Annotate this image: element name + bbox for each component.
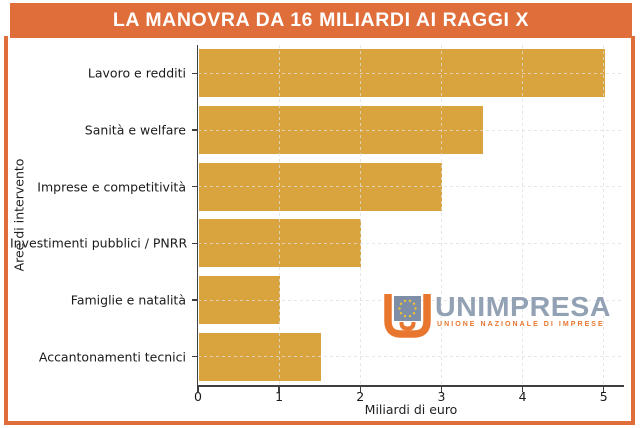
category-label: Accantonamenti tecnici <box>38 349 186 365</box>
y-axis-label: Aree di intervento <box>11 158 27 272</box>
y-axis-spine <box>196 45 198 387</box>
title-banner: LA MANOVRA DA 16 MILIARDI AI RAGGI X <box>10 3 632 38</box>
y-tick-mark <box>191 242 197 245</box>
gridline-vertical <box>522 45 524 385</box>
gridline-vertical <box>440 45 442 385</box>
x-tick-mark <box>521 386 524 392</box>
y-tick-mark <box>191 72 197 75</box>
gridline-vertical <box>278 45 280 385</box>
y-tick-mark <box>191 185 197 188</box>
x-tick-label: 4 <box>518 389 527 404</box>
y-tick-mark <box>191 355 197 358</box>
unimpresa-logo: UNIMPRESA UNIONE NAZIONALE DI IMPRESE <box>384 291 634 340</box>
x-tick-label: 1 <box>275 389 284 404</box>
x-tick-mark <box>440 386 443 392</box>
category-label: Sanità e welfare <box>84 122 186 138</box>
gridline-horizontal <box>198 356 624 358</box>
gridline-vertical <box>603 45 605 385</box>
gridline-horizontal <box>198 72 624 74</box>
logo-wordmark: UNIMPRESA <box>435 291 611 322</box>
x-tick-label: 5 <box>599 389 608 404</box>
category-label: Lavoro e redditi <box>87 65 186 81</box>
category-label: Famiglie e natalità <box>70 292 186 308</box>
eu-stars <box>398 299 417 318</box>
x-tick-mark <box>603 386 605 392</box>
x-tick-label: 2 <box>356 389 365 404</box>
gridline-vertical <box>359 45 361 385</box>
x-tick-label: 0 <box>194 389 202 404</box>
y-tick-mark <box>191 129 197 131</box>
x-tick-label: 3 <box>437 389 446 404</box>
gridline-horizontal <box>198 186 624 188</box>
category-label: Investimenti pubblici / PNRR <box>10 235 188 251</box>
chart-title: LA MANOVRA DA 16 MILIARDI AI RAGGI X <box>112 9 530 31</box>
unimpresa-logo-icon <box>384 294 431 338</box>
logo-tagline: UNIONE NAZIONALE DI IMPRESE <box>437 321 605 328</box>
x-tick-mark <box>278 386 280 392</box>
category-label: Imprese e competitività <box>37 179 186 195</box>
x-tick-mark <box>359 386 361 392</box>
x-tick-mark <box>197 386 199 392</box>
x-axis-spine <box>196 385 624 387</box>
y-tick-mark <box>191 299 197 301</box>
gridline-horizontal <box>198 129 624 131</box>
x-axis-label: Miliardi di euro <box>364 402 458 417</box>
gridline-horizontal <box>198 242 624 244</box>
